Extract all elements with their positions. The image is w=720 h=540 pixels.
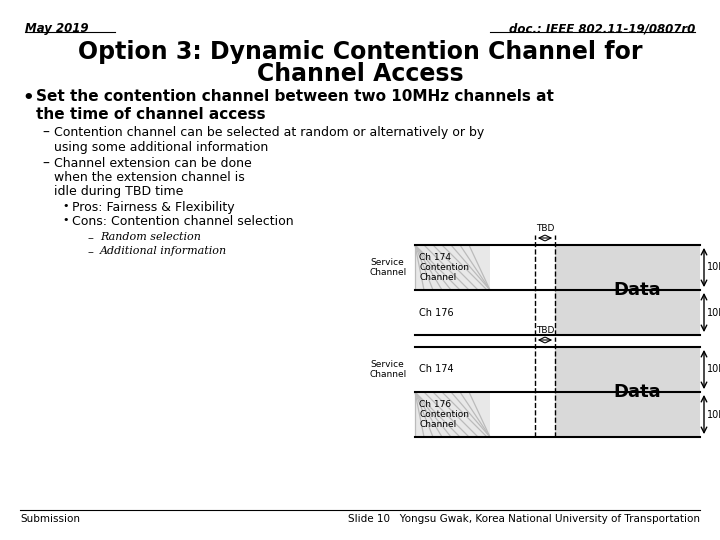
Text: Data: Data — [613, 383, 661, 401]
Bar — [415, 245, 490, 290]
Bar — [555, 245, 700, 335]
Text: Ch 176
Contention
Channel: Ch 176 Contention Channel — [419, 400, 469, 429]
Text: Set the contention channel between two 10MHz channels at: Set the contention channel between two 1… — [36, 89, 554, 104]
Text: 10MHz: 10MHz — [707, 262, 720, 273]
Text: Pros: Fairness & Flexibility: Pros: Fairness & Flexibility — [72, 201, 235, 214]
Text: using some additional information: using some additional information — [54, 141, 269, 154]
Text: the time of channel access: the time of channel access — [36, 107, 266, 122]
Text: idle during TBD time: idle during TBD time — [54, 185, 184, 198]
Bar — [555, 347, 700, 437]
Text: Slide 10   Yongsu Gwak, Korea National University of Transportation: Slide 10 Yongsu Gwak, Korea National Uni… — [348, 514, 700, 524]
Text: Channel Access: Channel Access — [257, 62, 463, 86]
Text: Cons: Contention channel selection: Cons: Contention channel selection — [72, 215, 294, 228]
Text: Additional information: Additional information — [100, 246, 227, 256]
Text: –: – — [42, 157, 49, 171]
Text: Ch 174: Ch 174 — [419, 364, 454, 375]
Text: –: – — [88, 246, 94, 259]
Text: 10MHz: 10MHz — [707, 364, 720, 375]
Text: 10MHz: 10MHz — [707, 409, 720, 420]
Text: Option 3: Dynamic Contention Channel for: Option 3: Dynamic Contention Channel for — [78, 40, 642, 64]
Text: •: • — [62, 201, 68, 211]
Text: •: • — [62, 215, 68, 225]
Bar — [415, 392, 490, 437]
Text: Channel extension can be done: Channel extension can be done — [54, 157, 252, 170]
Text: –: – — [42, 126, 49, 140]
Text: May 2019: May 2019 — [25, 22, 89, 35]
Text: Ch 174
Contention
Channel: Ch 174 Contention Channel — [419, 253, 469, 282]
Text: 10MHz: 10MHz — [707, 307, 720, 318]
Text: when the extension channel is: when the extension channel is — [54, 171, 245, 184]
Text: •: • — [22, 89, 34, 107]
Text: doc.: IEEE 802.11-19/0807r0: doc.: IEEE 802.11-19/0807r0 — [509, 22, 695, 35]
Text: Data: Data — [613, 281, 661, 299]
Text: Service
Channel: Service Channel — [370, 258, 408, 277]
Text: Ch 176: Ch 176 — [419, 307, 454, 318]
Text: Submission: Submission — [20, 514, 80, 524]
Text: Service
Channel: Service Channel — [370, 360, 408, 379]
Text: TBD: TBD — [536, 224, 554, 233]
Text: –: – — [88, 232, 94, 245]
Text: Contention channel can be selected at random or alternatively or by: Contention channel can be selected at ra… — [54, 126, 485, 139]
Text: Random selection: Random selection — [100, 232, 201, 242]
Text: TBD: TBD — [536, 326, 554, 335]
